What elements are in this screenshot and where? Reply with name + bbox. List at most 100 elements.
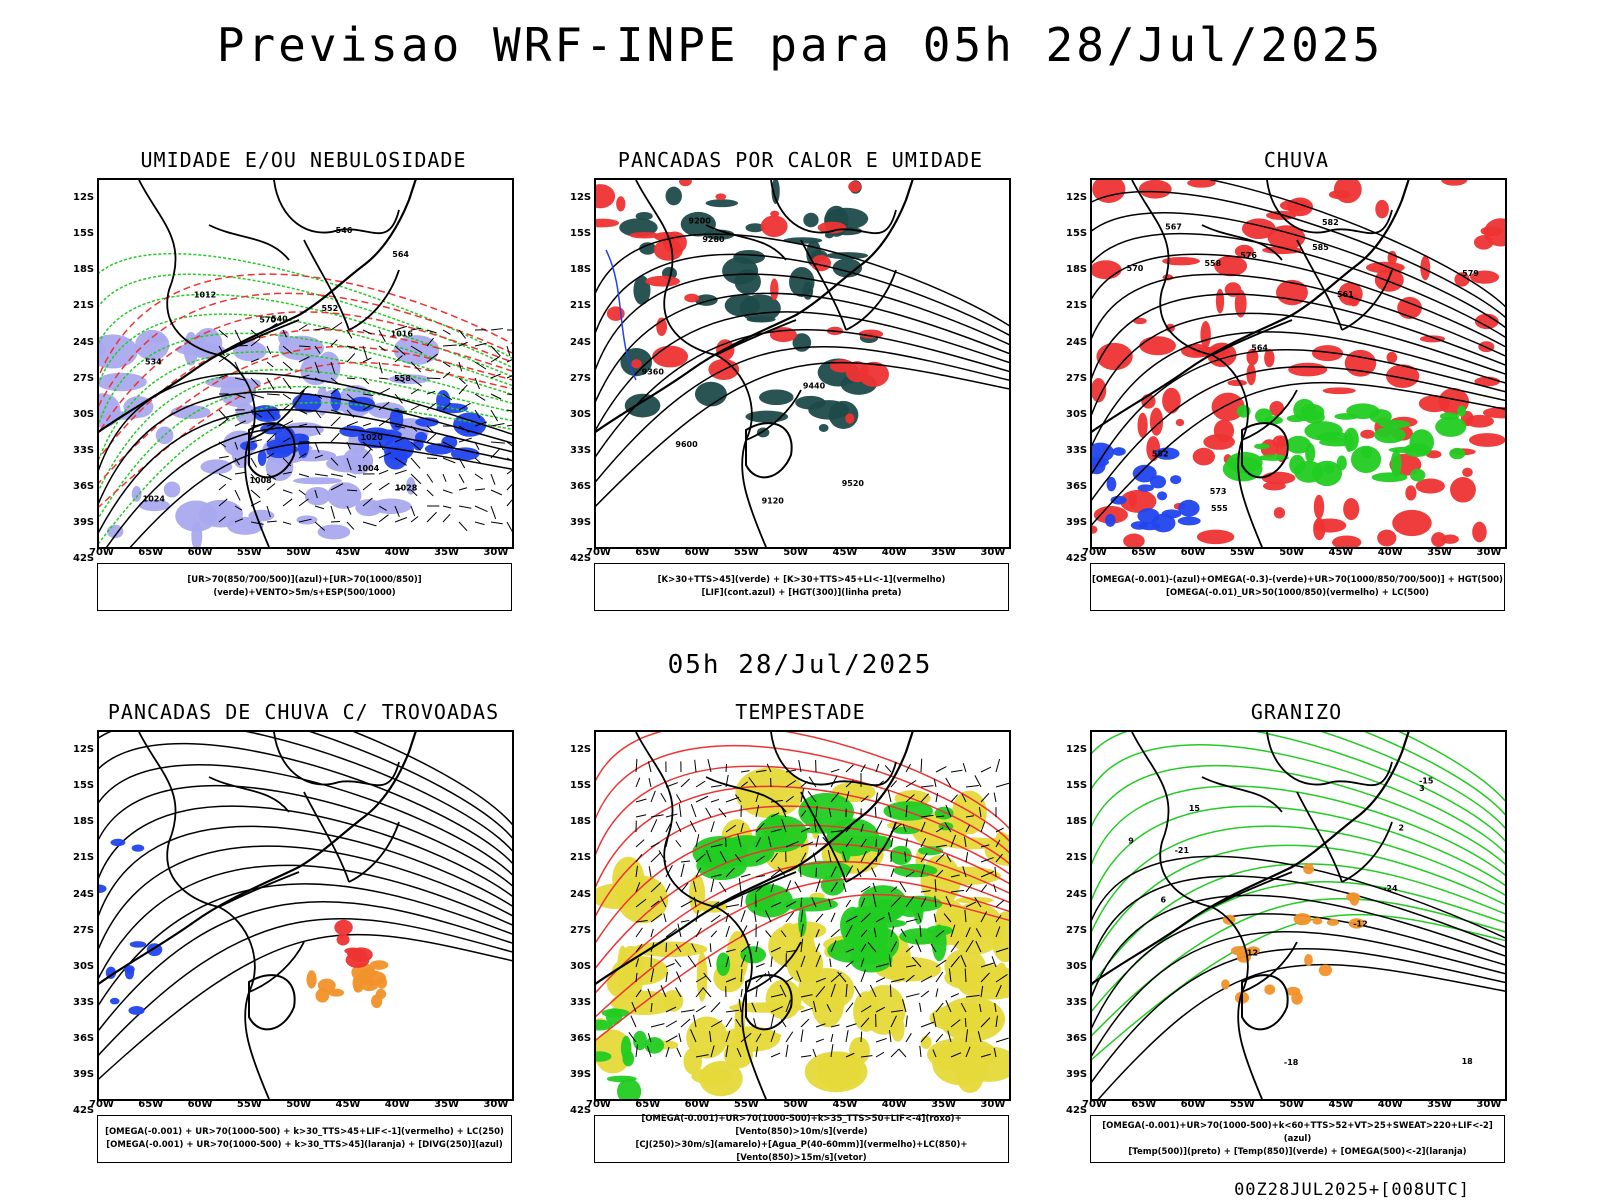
legend-line: [K>30+TTS>45](verde) + [K>30+TTS>45+LI<-… [657, 575, 946, 585]
lon-tick-label: 70W [586, 1099, 611, 1110]
svg-text:1012: 1012 [194, 290, 216, 299]
lon-tick-label: 50W [1279, 547, 1305, 558]
svg-text:1008: 1008 [249, 476, 272, 485]
lat-tick-label: 24S [570, 888, 592, 900]
lon-tick-label: 65W [138, 547, 164, 558]
lon-tick-label: 50W [1279, 1099, 1305, 1110]
svg-text:-18: -18 [1284, 1058, 1299, 1067]
lon-tick-label: 65W [1131, 547, 1157, 558]
map-panel: 1016 1020 1024 1028 1012 1008 1004 570 564 558 552… [97, 178, 514, 549]
lat-tick-label: 18S [1066, 264, 1088, 276]
panel-legend: [K>30+TTS>45](verde) + [K>30+TTS>45+LI<-… [594, 563, 1009, 611]
map-svg [596, 732, 1009, 1099]
lat-tick-label: 33S [73, 997, 95, 1009]
lat-tick-label: 33S [73, 445, 95, 457]
lon-tick-label: 40W [881, 1099, 907, 1110]
lat-tick-label: 42S [73, 1105, 95, 1117]
legend-line: [OMEGA(-0.001)-(azul)+OMEGA(-0.3)-(verde… [1092, 575, 1503, 585]
legend-line: [LIF](cont.azul) + [HGT(300)](linha pret… [701, 588, 902, 598]
lon-tick-label: 35W [931, 547, 957, 558]
svg-text:558: 558 [1204, 259, 1221, 268]
lat-tick-label: 12S [570, 192, 592, 203]
lon-tick-label: 55W [236, 1099, 262, 1110]
main-title: Previsao WRF-INPE para 05h 28/Jul/2025 [216, 18, 1384, 72]
lat-tick-label: 30S [1066, 408, 1088, 420]
lon-tick-label: 55W [733, 547, 759, 558]
lat-tick-label: 24S [1066, 888, 1088, 900]
lon-tick-label: 50W [783, 547, 809, 558]
legend-line: [OMEGA(-0.001) + UR>70(1000-500) + k>30_… [106, 1140, 503, 1150]
map-panel [97, 730, 514, 1101]
svg-text:9440: 9440 [803, 382, 826, 391]
lat-tick-label: 21S [1066, 300, 1088, 312]
legend-line: [OMEGA(-0.001)+UR>70(1000-500)+k>35_TTS>… [641, 1114, 962, 1137]
svg-text:585: 585 [1312, 243, 1329, 252]
lat-tick-label: 36S [570, 1033, 592, 1045]
lon-tick-label: 45W [335, 1099, 361, 1110]
svg-text:6: 6 [1161, 896, 1167, 905]
svg-text:9200: 9200 [689, 216, 712, 225]
lon-tick-label: 55W [1229, 1099, 1255, 1110]
lat-tick-label: 39S [570, 517, 592, 529]
panel-legend: [OMEGA(-0.001) + UR>70(1000-500) + k>30_… [97, 1115, 512, 1163]
legend-line: [CJ(250)>30m/s](amarelo)+[Agua_P(40-60mm… [635, 1140, 968, 1163]
lon-tick-label: 35W [1427, 1099, 1453, 1110]
lat-tick-label: 39S [73, 1069, 95, 1081]
map-panel: -12 -15 -18 -21 -24 12 15 18 9 6 3 2 [1090, 730, 1507, 1101]
svg-text:576: 576 [1240, 251, 1257, 260]
panel-legend: [UR>70(850/700/500)](azul)+[UR>70(1000/8… [97, 563, 512, 611]
lat-tick-label: 30S [1066, 960, 1088, 972]
lon-tick-label: 60W [187, 547, 213, 558]
lat-tick-label: 39S [1066, 517, 1088, 529]
lon-tick-label: 45W [832, 1099, 858, 1110]
lon-tick-label: 65W [1131, 1099, 1157, 1110]
lat-tick-label: 36S [73, 481, 95, 493]
panel-title: GRANIZO [1250, 700, 1343, 724]
lat-tick-label: 42S [73, 553, 95, 565]
lon-tick-label: 60W [187, 1099, 213, 1110]
lat-tick-label: 21S [1066, 852, 1088, 864]
lat-tick-label: 12S [73, 192, 95, 203]
lon-tick-label: 30W [483, 547, 509, 558]
lat-tick-label: 39S [1066, 1069, 1088, 1081]
svg-text:-15: -15 [1419, 777, 1434, 786]
lat-tick-label: 36S [1066, 1033, 1088, 1045]
lat-tick-label: 33S [570, 997, 592, 1009]
map-panel [594, 730, 1011, 1101]
svg-text:9600: 9600 [675, 440, 698, 449]
lat-tick-label: 18S [1066, 816, 1088, 828]
lat-tick-label: 42S [570, 553, 592, 565]
lon-tick-label: 45W [335, 547, 361, 558]
panel-title: UMIDADE E/OU NEBULOSIDADE [140, 148, 467, 172]
svg-text:15: 15 [1189, 804, 1201, 813]
middle-title: 05h 28/Jul/2025 [667, 650, 933, 680]
map-svg: 1016 1020 1024 1028 1012 1008 1004 570 564 558 552… [99, 180, 512, 547]
lon-tick-label: 30W [980, 1099, 1006, 1110]
svg-text:9360: 9360 [642, 367, 665, 376]
lat-tick-label: 18S [73, 816, 95, 828]
lat-tick-label: 33S [1066, 445, 1088, 457]
svg-text:2: 2 [1398, 824, 1404, 833]
lat-tick-label: 27S [73, 372, 95, 384]
lon-tick-label: 70W [89, 1099, 114, 1110]
legend-line: [UR>70(850/700/500)](azul)+[UR>70(1000/8… [187, 575, 422, 598]
lat-tick-label: 24S [570, 336, 592, 348]
panel-title: CHUVA [1263, 148, 1330, 172]
lat-tick-label: 15S [570, 780, 592, 792]
lon-tick-label: 40W [1377, 1099, 1403, 1110]
lon-tick-label: 60W [1180, 1099, 1206, 1110]
panel-legend: [OMEGA(-0.001)-(azul)+OMEGA(-0.3)-(verde… [1090, 563, 1505, 611]
svg-text:582: 582 [1322, 218, 1339, 227]
lat-tick-label: 12S [1066, 744, 1088, 755]
panel-title: TEMPESTADE [735, 700, 866, 724]
lat-tick-label: 18S [570, 816, 592, 828]
lon-tick-label: 60W [1180, 547, 1206, 558]
svg-text:552: 552 [1152, 450, 1169, 459]
lon-tick-label: 70W [89, 547, 114, 558]
lat-tick-label: 39S [73, 517, 95, 529]
svg-text:540: 540 [271, 315, 288, 324]
svg-text:1024: 1024 [143, 494, 166, 503]
lat-tick-label: 27S [73, 924, 95, 936]
map-svg [99, 732, 512, 1099]
lat-tick-label: 15S [73, 228, 95, 240]
